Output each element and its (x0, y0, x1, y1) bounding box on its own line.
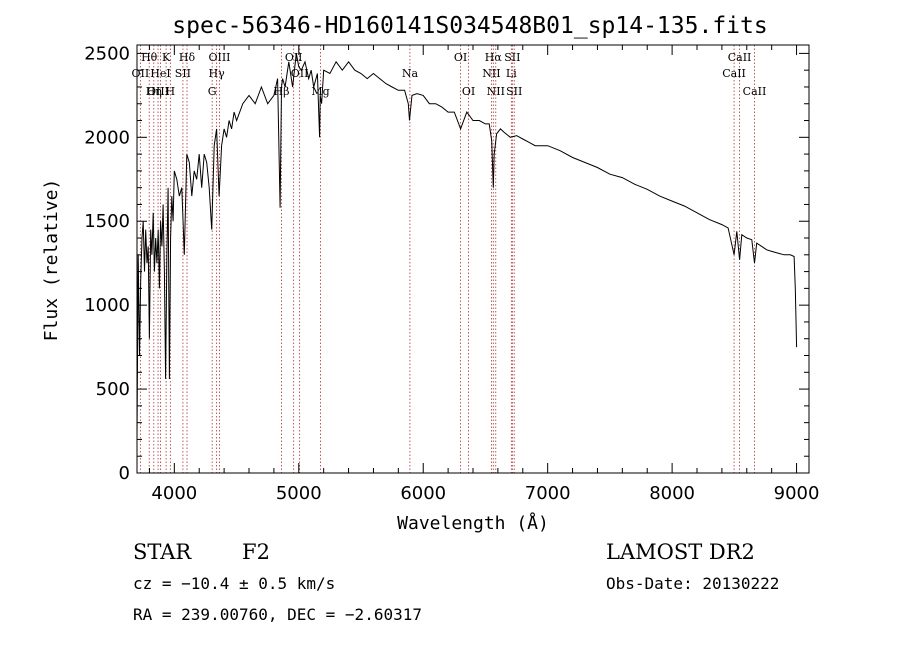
star-subclass-label: F2 (242, 540, 270, 564)
x-tick-label: 6000 (400, 483, 446, 504)
spectral-line-label: Hθ (141, 51, 158, 64)
y-tick-label: 1500 (84, 211, 130, 232)
y-axis-label: Flux (relative) (41, 179, 62, 342)
spectral-line-label: HeI (150, 67, 170, 80)
y-tick-label: 1000 (84, 295, 130, 316)
spectral-line-label: OI (462, 85, 475, 98)
y-tick-label: 500 (96, 379, 130, 400)
star-class-label: STAR (133, 540, 192, 564)
x-tick-label: 5000 (276, 483, 322, 504)
spectral-line-label: Li (506, 67, 517, 80)
spectral-line-label: NII (487, 85, 505, 98)
y-tick-label: 2500 (84, 43, 130, 64)
y-tick-label: 2000 (84, 127, 130, 148)
spectral-line-label: Hδ (179, 51, 196, 64)
spectral-line-label: K (162, 51, 171, 64)
x-tick-label: 7000 (525, 483, 571, 504)
y-tick-label: 0 (119, 463, 130, 484)
spectral-line-label: OII (285, 51, 303, 64)
x-tick-label: 4000 (151, 483, 197, 504)
spectral-line-label: Mg (311, 85, 329, 98)
x-axis-label: Wavelength (Å) (397, 512, 549, 534)
spectral-line-label: CaII (728, 51, 752, 64)
chart-title: spec-56346-HD160141S034548B01_sp14-135.f… (172, 13, 767, 39)
spectral-line-label: H (166, 85, 176, 98)
cz-label: cz = −10.4 ± 0.5 km/s (133, 574, 335, 593)
spectral-line-label: OII (291, 67, 309, 80)
spectral-line-label: G (208, 85, 217, 98)
plot-frame (136, 44, 810, 474)
spectral-line-label: NII (482, 67, 500, 80)
coords-label: RA = 239.00760, DEC = −2.60317 (133, 605, 422, 624)
spectral-line-label: CaII (722, 67, 746, 80)
spectral-line-label: SII (506, 85, 522, 98)
spectral-line-label: Hη (146, 85, 162, 98)
spectral-line-label: Na (402, 67, 419, 80)
spectral-line-label: OIII (147, 85, 169, 98)
spectral-line-markers (139, 45, 755, 473)
y-axis-ticks: 0 500 1000 1500 2000 2500 (84, 43, 809, 484)
x-tick-label: 9000 (774, 483, 820, 504)
spectral-line-label: SII (504, 51, 520, 64)
spectral-line-label: OI (454, 51, 467, 64)
spectrum-line (136, 53, 798, 440)
obs-date-label: Obs-Date: 20130222 (606, 574, 779, 593)
spectral-line-label: Hα (485, 51, 503, 64)
spectral-line-label: SII (175, 67, 191, 80)
spectral-line-label: CaII (743, 85, 767, 98)
x-tick-label: 8000 (649, 483, 695, 504)
x-axis-ticks: 4000 5000 6000 7000 8000 9000 (148, 45, 820, 504)
spectral-line-label: OII (132, 67, 150, 80)
spectral-line-label: OIII (208, 51, 230, 64)
survey-label: LAMOST DR2 (606, 540, 755, 564)
spectral-line-label: Hγ (209, 67, 226, 80)
